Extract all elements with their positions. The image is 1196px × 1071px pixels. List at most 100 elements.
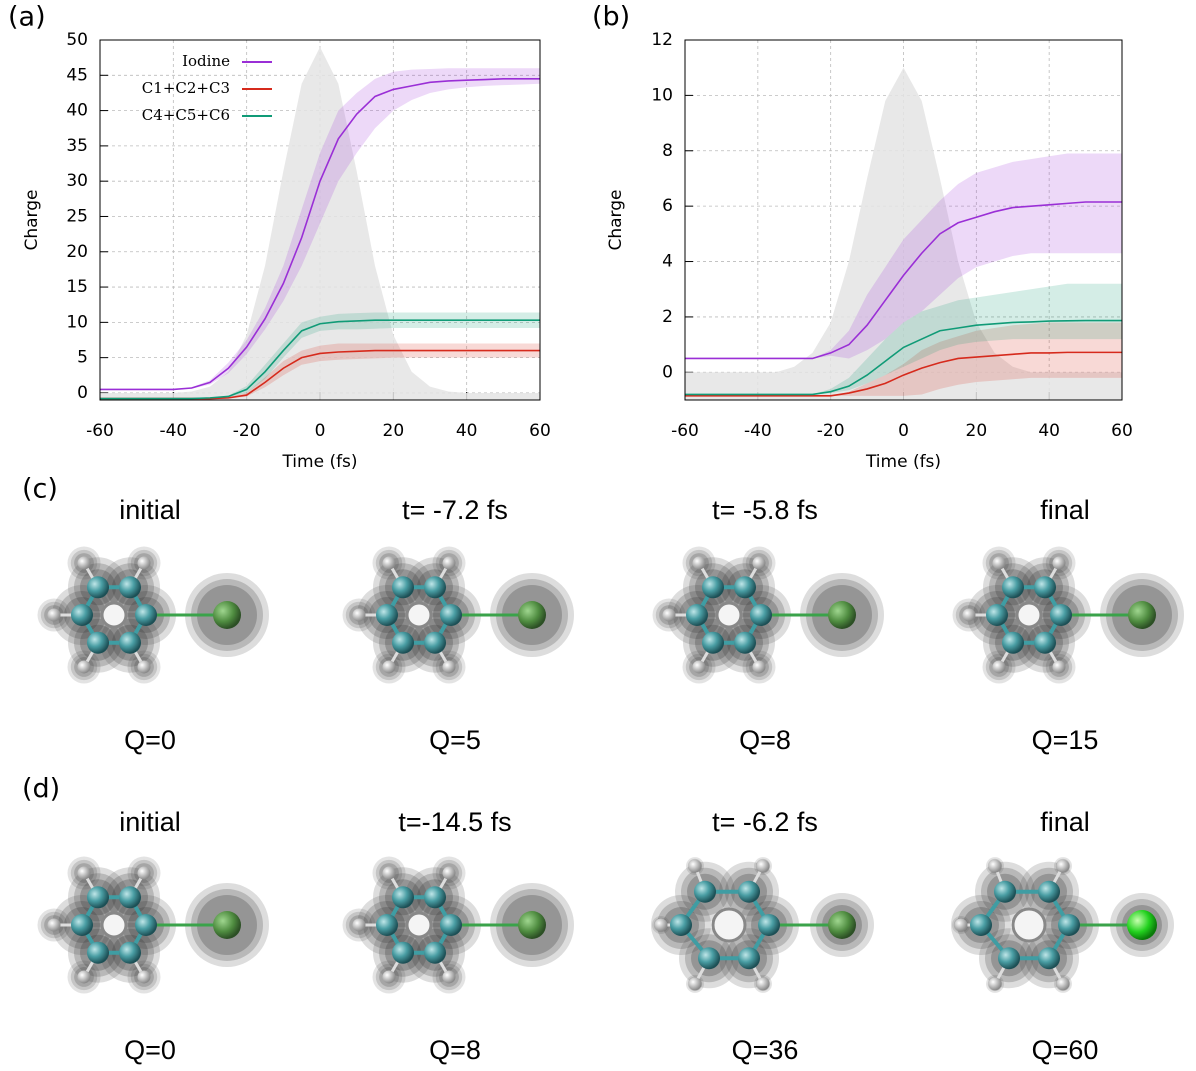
carbon <box>734 576 756 599</box>
frame-title: initial <box>119 807 181 837</box>
hydrogen <box>962 608 976 622</box>
hydrogen <box>992 660 1006 674</box>
panel-label: (b) <box>592 2 630 33</box>
x-tick-label: -60 <box>86 421 114 441</box>
iodine <box>518 601 546 629</box>
hydrogen <box>662 608 676 622</box>
carbon <box>758 914 780 936</box>
ring-hole <box>1011 907 1047 943</box>
x-axis-label: Time (fs) <box>281 452 357 472</box>
x-axis-label: Time (fs) <box>865 452 941 472</box>
hydrogen <box>382 556 396 570</box>
y-tick-label: 0 <box>662 362 673 382</box>
frame-charge: Q=0 <box>124 1035 176 1065</box>
molecule <box>951 857 1174 993</box>
carbon <box>424 886 446 909</box>
pulse-area <box>100 47 540 400</box>
legend-label: C1+C2+C3 <box>142 79 230 97</box>
panel-label: (a) <box>8 2 46 33</box>
frame-title: t= -6.2 fs <box>712 807 818 837</box>
ring-hole <box>100 601 128 629</box>
molecule <box>952 546 1184 684</box>
y-tick-label: 10 <box>651 85 673 105</box>
frame-title: t= -7.2 fs <box>402 495 508 525</box>
x-tick-label: 60 <box>1111 421 1133 441</box>
frame-charge: Q=60 <box>1032 1035 1099 1065</box>
carbon <box>698 947 720 970</box>
x-tick-label: 0 <box>315 421 326 441</box>
carbon <box>135 914 157 936</box>
carbon <box>87 576 109 599</box>
frame-charge: Q=5 <box>429 725 481 755</box>
carbon <box>119 576 141 599</box>
y-tick-label: 5 <box>77 348 88 368</box>
y-tick-label: 50 <box>66 30 88 50</box>
hydrogen <box>954 918 968 932</box>
carbon <box>1050 604 1072 626</box>
carbon <box>392 631 414 654</box>
hydrogen <box>442 970 456 984</box>
carbon <box>440 914 462 936</box>
hydrogen <box>756 977 770 991</box>
hydrogen <box>77 866 91 880</box>
x-tick-label: 40 <box>456 421 478 441</box>
carbon <box>750 604 772 626</box>
carbon <box>670 914 692 936</box>
legend-label: C4+C5+C6 <box>142 106 230 124</box>
y-tick-label: 35 <box>66 136 88 156</box>
carbon <box>994 880 1016 903</box>
carbon <box>1038 880 1060 903</box>
carbon <box>1034 576 1056 599</box>
x-tick-label: -20 <box>817 421 845 441</box>
carbon <box>424 631 446 654</box>
molecule <box>652 546 884 684</box>
carbon <box>986 604 1008 626</box>
hydrogen <box>77 660 91 674</box>
carbon <box>424 941 446 964</box>
y-tick-label: 0 <box>77 383 88 403</box>
ring-hole <box>405 601 433 629</box>
carbon <box>1058 914 1080 936</box>
hydrogen <box>442 866 456 880</box>
error-band <box>100 343 540 399</box>
carbon <box>87 631 109 654</box>
x-tick-label: -40 <box>744 421 772 441</box>
iodine <box>828 911 856 939</box>
hydrogen <box>352 918 366 932</box>
series-line <box>685 319 1122 396</box>
y-axis-label: Charge <box>606 189 626 250</box>
carbon <box>392 576 414 599</box>
hydrogen <box>137 866 151 880</box>
legend-label: Iodine <box>182 52 230 70</box>
frame-charge: Q=36 <box>732 1035 799 1065</box>
carbon <box>970 914 992 936</box>
y-tick-label: 40 <box>66 101 88 121</box>
x-tick-label: 0 <box>898 421 909 441</box>
y-tick-label: 45 <box>66 65 88 85</box>
frame-title: initial <box>119 495 181 525</box>
hydrogen <box>382 866 396 880</box>
x-tick-label: 20 <box>966 421 988 441</box>
y-tick-label: 15 <box>66 277 88 297</box>
frame-title: final <box>1040 807 1090 837</box>
carbon <box>738 947 760 970</box>
carbon <box>119 941 141 964</box>
ring-hole <box>1015 601 1043 629</box>
frame-title: t= -5.8 fs <box>712 495 818 525</box>
hydrogen <box>752 660 766 674</box>
carbon <box>702 631 724 654</box>
panel-label: (c) <box>22 474 58 505</box>
carbon <box>135 604 157 626</box>
carbon <box>119 631 141 654</box>
carbon <box>734 631 756 654</box>
carbon <box>1002 576 1024 599</box>
y-tick-label: 30 <box>66 171 88 191</box>
carbon <box>392 886 414 909</box>
carbon <box>1034 631 1056 654</box>
hydrogen <box>988 977 1002 991</box>
frame-charge: Q=8 <box>739 725 791 755</box>
hydrogen <box>992 556 1006 570</box>
iodine <box>213 911 241 939</box>
x-tick-label: 60 <box>529 421 551 441</box>
